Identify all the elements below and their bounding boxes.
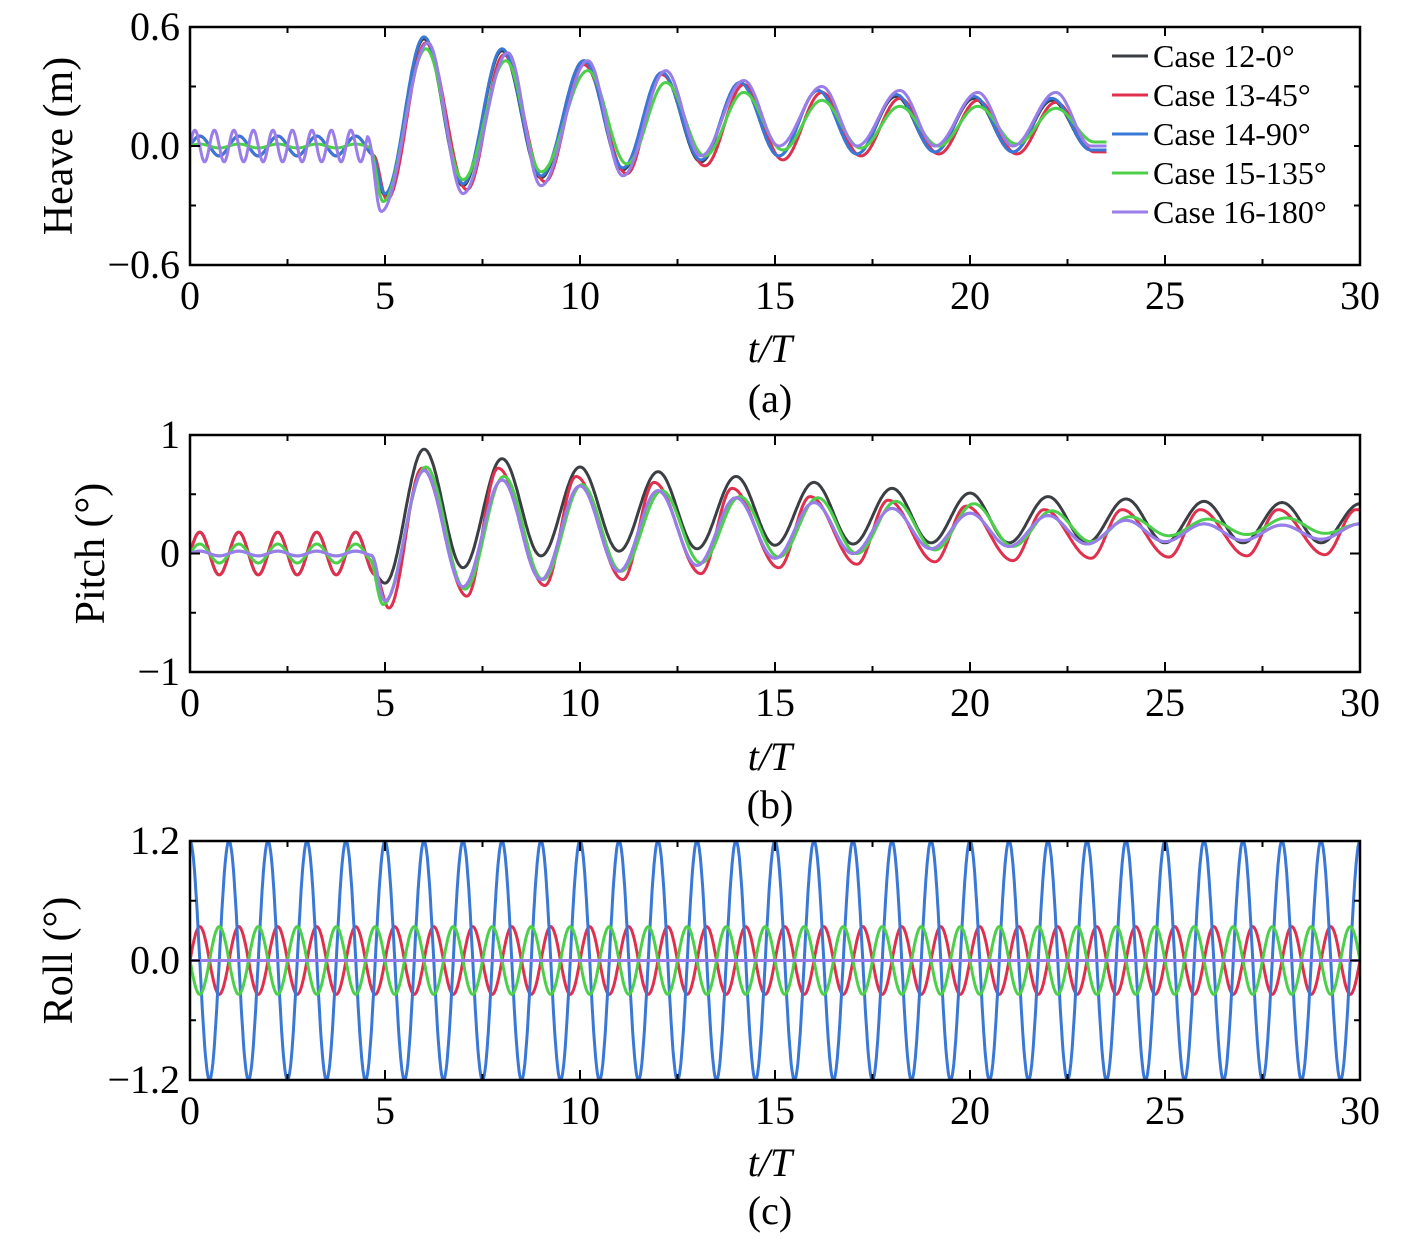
series-line-1 — [190, 447, 1360, 585]
legend: Case 12-0°Case 13-45°Case 14-90°Case 15-… — [1108, 36, 1354, 236]
x-tick-label: 0 — [180, 680, 200, 725]
legend-label: Case 14-90° — [1153, 116, 1311, 152]
y-tick-label: −0.6 — [107, 242, 180, 287]
x-tick-label: 10 — [560, 273, 600, 318]
panel-label: (b) — [747, 782, 794, 827]
series-line-4 — [190, 465, 1360, 606]
y-axis-title: Pitch (°) — [68, 483, 114, 625]
panel-label: (a) — [748, 376, 792, 421]
x-tick-label: 0 — [180, 1088, 200, 1133]
x-tick-label: 10 — [560, 1088, 600, 1133]
x-tick-label: 25 — [1145, 680, 1185, 725]
x-tick-label: 15 — [755, 1088, 795, 1133]
panel-a: 0 5 10 15 20 25 30 −0.6 0.0 0.6 Heave (m) t/T (a) Cas… — [36, 4, 1380, 421]
legend-label: Case 16-180° — [1153, 194, 1327, 230]
panel-c: 0 5 10 15 20 25 30 −1.2 0.0 1.2 Roll (°) t/T(c) — [36, 818, 1380, 1233]
x-tick-label: 15 — [755, 680, 795, 725]
y-axis-title: Heave (m) — [36, 57, 82, 235]
series-line-5 — [190, 41, 1108, 213]
series-line-2 — [190, 466, 1360, 610]
y-axis-title: Roll (°) — [36, 897, 82, 1025]
y-tick-label: −1.2 — [107, 1057, 180, 1102]
x-tick-label: 20 — [950, 680, 990, 725]
series-group — [190, 35, 1108, 213]
x-axis-title: t/T — [748, 1140, 795, 1185]
x-tick-label: 0 — [180, 273, 200, 318]
y-tick-label: 1 — [160, 412, 180, 457]
x-tick-label: 20 — [950, 273, 990, 318]
y-tick-label: 0.6 — [130, 4, 180, 49]
x-tick-label: 5 — [375, 1088, 395, 1133]
x-tick-label: 20 — [950, 1088, 990, 1133]
y-tick-label: 0 — [160, 531, 180, 576]
legend-label: Case 15-135° — [1153, 155, 1327, 191]
y-tick-label: 1.2 — [130, 818, 180, 863]
x-tick-label: 30 — [1340, 1088, 1380, 1133]
x-axis-title: t/T — [748, 734, 795, 779]
series-line-4 — [190, 47, 1108, 203]
x-tick-label: 15 — [755, 273, 795, 318]
panel-label: (c) — [748, 1188, 792, 1233]
y-tick-label: −1 — [137, 649, 180, 694]
x-tick-label: 25 — [1145, 273, 1185, 318]
x-tick-label: 25 — [1145, 1088, 1185, 1133]
series-line-5 — [190, 469, 1360, 603]
legend-label: Case 13-45° — [1153, 77, 1311, 113]
x-axis-title: t/T — [748, 326, 795, 371]
series-group — [190, 841, 1360, 1080]
x-tick-label: 5 — [375, 273, 395, 318]
y-tick-label: 0.0 — [130, 938, 180, 983]
x-tick-label: 30 — [1340, 273, 1380, 318]
y-tick-label: 0.0 — [130, 123, 180, 168]
x-tick-label: 30 — [1340, 680, 1380, 725]
x-tick-label: 10 — [560, 680, 600, 725]
series-group — [190, 447, 1360, 610]
x-tick-label: 5 — [375, 680, 395, 725]
legend-label: Case 12-0° — [1153, 38, 1295, 74]
